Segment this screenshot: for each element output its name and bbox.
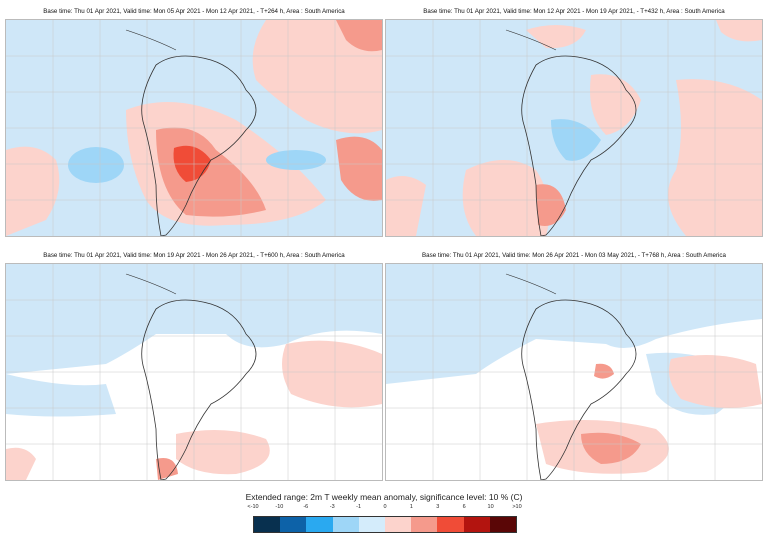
warm-anomaly-region [336,20,382,52]
legend-swatch [332,517,359,532]
warm-anomaly-region [590,74,641,135]
central-america-outline [505,29,557,51]
legend-colorbar [253,516,517,533]
graticule [6,264,382,480]
legend-tick-label: 3 [436,504,440,510]
cold-anomaly-patch [68,147,124,183]
central-america-outline [125,273,177,295]
warm-anomaly-region [594,363,614,379]
warm-anomaly-region [668,355,762,408]
legend-tick-label: -10 [275,504,284,510]
map-panel-week1: Base time: Thu 01 Apr 2021, Valid time: … [5,5,383,241]
legend-swatch [411,517,438,532]
legend-tick-label: 0 [383,504,387,510]
anomaly-map [385,263,763,481]
warm-anomaly-region [716,20,762,42]
cold-anomaly-patch [551,119,601,161]
warm-anomaly-region [6,146,60,236]
legend-tick-label: <-10 [247,504,259,510]
legend-swatch [280,517,307,532]
warm-anomaly-region [386,176,426,236]
warm-anomaly-region [156,458,178,480]
legend-swatch [306,517,333,532]
south-america-outline [141,55,257,236]
legend-swatch [254,517,281,532]
warm-anomaly-region [6,447,36,480]
map-panel-week4: Base time: Thu 01 Apr 2021, Valid time: … [385,249,763,485]
south-america-outline [521,299,637,480]
legend-tick-label: 10 [487,504,494,510]
cold-anomaly-region [6,374,116,417]
warm-anomaly-region [536,184,566,226]
legend-labels: <-10 -10 -6 -3 -1 0 1 3 6 10 >10 [247,504,521,514]
warm-anomaly-region [526,25,586,49]
panel-title: Base time: Thu 01 Apr 2021, Valid time: … [43,252,345,259]
south-america-outline [141,299,257,480]
central-america-outline [125,29,177,51]
central-america-outline [505,273,557,295]
legend-swatch [463,517,490,532]
anomaly-map [385,19,763,237]
map-panel-week2: Base time: Thu 01 Apr 2021, Valid time: … [385,5,763,241]
warm-anomaly-region [176,430,270,475]
south-america-outline [521,55,637,236]
cold-anomaly-patch [266,150,326,170]
legend-tick-label: 1 [409,504,413,510]
warm-anomaly-region [282,340,382,408]
panel-title: Base time: Thu 01 Apr 2021, Valid time: … [422,252,726,259]
legend-tick-label: 6 [462,504,466,510]
warm-anomaly-region [581,432,641,464]
legend-swatch [489,517,517,532]
legend-swatch [437,517,464,532]
warm-anomaly-region [252,20,382,134]
panel-title: Base time: Thu 01 Apr 2021, Valid time: … [423,8,725,15]
map-panel-week3: Base time: Thu 01 Apr 2021, Valid time: … [5,249,383,485]
color-legend: <-10 -10 -6 -3 -1 0 1 3 6 10 >10 [247,504,522,534]
legend-swatch [385,517,412,532]
legend-tick-label: >10 [512,504,522,510]
anomaly-map [5,263,383,481]
legend-swatch [358,517,386,532]
legend-title: Extended range: 2m T weekly mean anomaly… [245,492,523,502]
panel-title: Base time: Thu 01 Apr 2021, Valid time: … [43,8,345,15]
graticule [386,20,762,236]
legend-tick-label: -6 [303,504,309,510]
anomaly-map [5,19,383,237]
graticule [6,20,382,236]
warm-anomaly-region [336,136,382,201]
graticule [386,264,762,480]
warm-anomaly-region [462,160,550,236]
legend-tick-label: -1 [356,504,362,510]
legend-tick-label: -3 [329,504,335,510]
